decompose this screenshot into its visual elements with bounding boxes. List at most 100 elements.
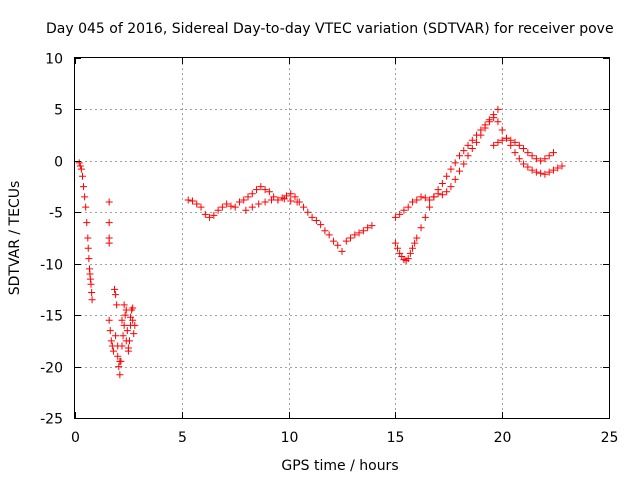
data-point — [261, 186, 269, 194]
data-point — [481, 124, 489, 132]
data-point — [413, 234, 421, 242]
data-point — [325, 231, 333, 239]
x-tick-label: 15 — [387, 430, 405, 446]
data-point — [368, 222, 376, 230]
data-point — [111, 285, 119, 293]
x-tick-label: 20 — [494, 430, 512, 446]
data-point — [549, 149, 557, 157]
y-tick-label: -10 — [40, 258, 63, 274]
data-point — [494, 138, 502, 146]
data-point — [447, 165, 455, 173]
data-point — [451, 175, 459, 183]
series-late_branch — [490, 134, 557, 165]
data-point — [287, 197, 295, 205]
data-point — [86, 275, 94, 283]
data-point — [129, 304, 137, 312]
y-tick-label: 5 — [54, 103, 63, 119]
data-point — [124, 344, 132, 352]
series-early_drop — [75, 159, 96, 304]
data-point — [317, 221, 325, 229]
data-point — [532, 155, 540, 163]
data-point — [280, 195, 288, 203]
data-point — [80, 183, 88, 191]
y-tick-label: 10 — [45, 52, 63, 68]
data-point — [498, 136, 506, 144]
data-point — [87, 280, 95, 288]
data-point — [494, 118, 502, 126]
data-point — [105, 239, 113, 247]
data-point — [114, 342, 122, 350]
data-point — [443, 172, 451, 180]
data-point — [255, 200, 263, 208]
data-point — [223, 200, 231, 208]
data-point — [406, 249, 414, 257]
x-tick-label: 0 — [71, 430, 80, 446]
data-point — [545, 152, 553, 160]
data-point — [408, 244, 416, 252]
data-point — [404, 255, 412, 263]
data-point — [84, 234, 92, 242]
data-point — [210, 211, 218, 219]
data-point — [248, 190, 256, 198]
data-point — [201, 210, 209, 218]
data-point — [291, 193, 299, 201]
data-point — [342, 237, 350, 245]
grid-layer — [75, 58, 609, 418]
data-point — [308, 213, 316, 221]
data-point — [120, 321, 128, 329]
data-point — [116, 371, 124, 379]
data-point — [206, 213, 214, 221]
data-point — [321, 227, 329, 235]
data-point — [338, 247, 346, 255]
data-point — [130, 330, 138, 338]
data-point — [112, 291, 120, 299]
data-point — [417, 193, 425, 201]
data-point — [426, 203, 434, 211]
data-point — [109, 347, 117, 355]
data-point — [265, 188, 273, 196]
data-point — [235, 198, 243, 206]
series-early_cluster — [105, 285, 139, 379]
data-point — [411, 239, 419, 247]
data-point — [244, 193, 252, 201]
data-point — [404, 203, 412, 211]
data-point — [214, 206, 222, 214]
data-point — [193, 200, 201, 208]
data-point — [274, 196, 282, 204]
data-point — [300, 203, 308, 211]
data-point — [524, 163, 532, 171]
data-point — [520, 145, 528, 153]
data-point — [364, 224, 372, 232]
data-point — [231, 203, 239, 211]
data-point — [537, 169, 545, 177]
data-point — [558, 162, 566, 170]
data-point — [413, 196, 421, 204]
data-point — [460, 147, 468, 155]
data-point — [502, 134, 510, 142]
data-point — [438, 191, 446, 199]
data-point — [121, 311, 129, 319]
data-point — [549, 166, 557, 174]
data-point — [127, 313, 135, 321]
data-point — [391, 213, 399, 221]
data-point — [426, 196, 434, 204]
plot-frame — [74, 57, 610, 419]
data-point — [464, 141, 472, 149]
data-point — [118, 316, 126, 324]
data-point — [447, 183, 455, 191]
data-point — [554, 164, 562, 172]
data-point — [75, 159, 83, 167]
data-point — [83, 219, 91, 227]
data-point — [494, 105, 502, 113]
x-axis-label: GPS time / hours — [281, 458, 398, 474]
data-point — [464, 152, 472, 160]
data-point — [106, 327, 114, 335]
chart-title: Day 045 of 2016, Sidereal Day-to-day VTE… — [46, 21, 614, 37]
data-point — [400, 206, 408, 214]
data-point — [257, 183, 265, 191]
data-point — [123, 327, 131, 335]
data-point — [112, 332, 120, 340]
data-point — [528, 152, 536, 160]
data-point — [490, 141, 498, 149]
